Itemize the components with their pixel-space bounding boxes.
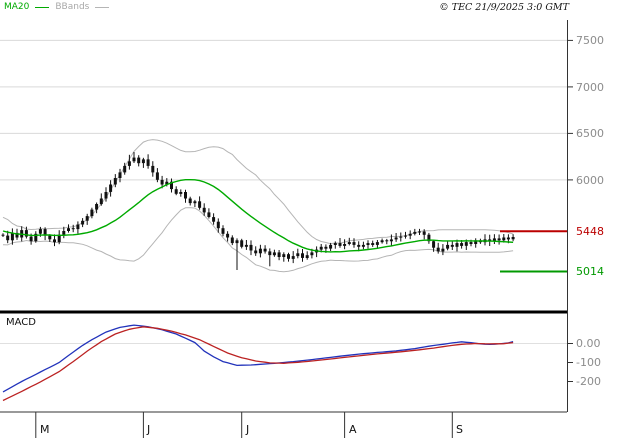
- bbands-legend-swatch: [95, 6, 110, 8]
- macd-tick-label: -200: [576, 375, 601, 388]
- price-tick-label: 6000: [576, 174, 604, 187]
- legend: MA20 BBands: [4, 2, 110, 12]
- support-level-label: 5014: [576, 265, 604, 278]
- copyright-text: © TEC 21/9/2025 3:0 GMT: [439, 2, 569, 13]
- month-label: J: [147, 423, 151, 436]
- macd-panel-label: MACD: [6, 317, 36, 328]
- ma20-legend-swatch: [35, 6, 50, 8]
- bbands-legend-label: BBands: [55, 2, 90, 12]
- resistance-level-label: 5448: [576, 225, 604, 238]
- month-label: S: [456, 423, 463, 436]
- ma20-legend-label: MA20: [4, 2, 30, 12]
- month-label: M: [40, 423, 50, 436]
- macd-tick-label: -100: [576, 356, 601, 369]
- month-label: A: [349, 423, 357, 436]
- month-label: J: [246, 423, 250, 436]
- price-tick-label: 7500: [576, 34, 604, 47]
- price-tick-label: 7000: [576, 81, 604, 94]
- macd-tick-label: 0.00: [576, 337, 601, 350]
- price-tick-label: 6500: [576, 127, 604, 140]
